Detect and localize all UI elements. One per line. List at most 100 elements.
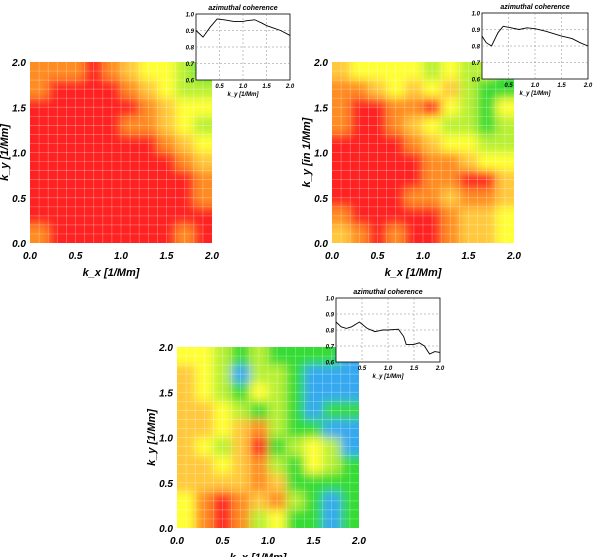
heatmap-cell: [268, 419, 287, 438]
heatmap-cell: [304, 491, 324, 511]
heatmap-cell: [193, 98, 212, 117]
heatmap-cell: [268, 455, 287, 475]
heatmap-cell: [195, 509, 214, 528]
heatmap-cell: [332, 98, 351, 117]
inset-x-tick-label: 1.5: [262, 84, 271, 90]
heatmap-cell: [423, 224, 442, 243]
heatmap-cell: [304, 365, 324, 384]
heatmap-cell: [495, 80, 514, 99]
heatmap-cell: [332, 80, 351, 99]
heatmap-cell: [213, 365, 233, 384]
heatmap-cell: [286, 437, 305, 457]
y-tick-label: 1.0: [314, 149, 328, 160]
inset-x-tick-label: 1.0: [531, 83, 540, 89]
y-tick-label: 2.0: [11, 58, 26, 69]
inset-x-tick-label: 1.0: [239, 84, 248, 90]
inset-y-tick-label: 0.8: [186, 46, 195, 52]
x-tick-label: 0.5: [69, 251, 83, 262]
heatmap-cell: [157, 188, 177, 208]
heatmap-cell: [350, 206, 369, 226]
heatmap-cell: [404, 188, 424, 208]
heatmap-cell: [441, 98, 460, 117]
heatmap-cell: [30, 224, 49, 243]
heatmap-cell: [368, 116, 388, 135]
heatmap-cell: [213, 347, 233, 366]
heatmap-cell: [249, 509, 269, 528]
heatmap-cell: [177, 401, 196, 420]
heatmap-cell: [102, 116, 122, 135]
inset-y-tick-label: 0.8: [472, 45, 481, 51]
heatmap-cell: [231, 509, 251, 528]
inset-y-tick-label: 0.9: [186, 29, 195, 35]
heatmap-cell: [48, 206, 67, 226]
heatmap-cell: [121, 134, 140, 153]
heatmap-cell: [495, 206, 514, 226]
heatmap-cell: [350, 116, 369, 135]
inset-y-tick-label: 0.8: [326, 329, 335, 335]
heatmap-cell: [332, 134, 351, 153]
heatmap-cell: [177, 419, 196, 438]
heatmap-cell: [332, 224, 351, 243]
heatmap-cell: [350, 62, 369, 81]
heatmap-cell: [249, 347, 269, 366]
heatmap-cell: [459, 134, 479, 153]
heatmap-cell: [322, 437, 342, 457]
heatmap-cell: [423, 152, 442, 172]
inset-y-tick-label: 0.9: [326, 313, 335, 319]
heatmap-cell: [84, 98, 104, 117]
heatmap-cell: [322, 419, 342, 438]
x-tick-label: 0.5: [216, 536, 230, 547]
heatmap-cell: [157, 206, 177, 226]
heatmap-cell: [268, 437, 287, 457]
heatmap-cell: [350, 188, 369, 208]
inset-x-tick-label: 1.5: [557, 83, 566, 89]
y-tick-label: 1.5: [159, 388, 173, 399]
x-tick-label: 1.5: [307, 536, 321, 547]
heatmap-cell: [459, 170, 479, 190]
heatmap-cell: [30, 98, 49, 117]
heatmap-cell: [139, 170, 158, 190]
heatmap-cell: [30, 206, 49, 226]
heatmap-cell: [404, 62, 424, 81]
heatmap-cell: [477, 116, 497, 135]
x-tick-label: 1.0: [261, 536, 275, 547]
heatmap-cell: [340, 473, 359, 493]
inset-y-tick-label: 0.7: [186, 62, 195, 68]
heatmap-cell: [386, 170, 406, 190]
heatmap-cell: [48, 98, 67, 117]
heatmap-cell: [139, 116, 158, 135]
heatmap-cell: [340, 437, 359, 457]
heatmap-cell: [139, 134, 158, 153]
heatmap-cell: [332, 116, 351, 135]
heatmap-cell: [286, 473, 305, 493]
heatmap-cell: [304, 401, 324, 420]
contour-panel-3: 0.0 0.5 1.0 1.5 2.0 0.0 0.5 1.0 1.5 2.0 k_x [1/Mm]…: [146, 343, 366, 557]
heatmap-cell: [177, 365, 196, 384]
heatmap-cell: [66, 80, 86, 99]
heatmap-cell: [423, 116, 442, 135]
heatmap-cell: [423, 62, 442, 81]
heatmap-cell: [286, 383, 305, 402]
heatmap-cell: [268, 401, 287, 420]
inset-y-tick-label: 0.6: [472, 78, 481, 84]
heatmap-cell: [368, 134, 388, 153]
heatmap-cell: [322, 491, 342, 511]
y-tick-label: 1.0: [12, 149, 26, 160]
inset-y-tick-label: 0.9: [472, 28, 481, 34]
heatmap-cell: [322, 365, 342, 384]
inset-x-tick-label: 0.5: [215, 84, 224, 90]
y-axis-label: k_y [1/Mm]: [146, 409, 158, 466]
inset-title: azimuthal coherence: [353, 289, 422, 296]
heatmap-cell: [231, 437, 251, 457]
heatmap-cell: [177, 383, 196, 402]
heatmap-cell: [48, 188, 67, 208]
heatmap-cell: [477, 170, 497, 190]
heatmap-cell: [249, 419, 269, 438]
heatmap-cell: [48, 134, 67, 153]
heatmap-cell: [423, 134, 442, 153]
heatmap-cell: [157, 98, 177, 117]
heatmap-cell: [195, 401, 214, 420]
heatmap-cell: [441, 134, 460, 153]
heatmap-cell: [286, 455, 305, 475]
